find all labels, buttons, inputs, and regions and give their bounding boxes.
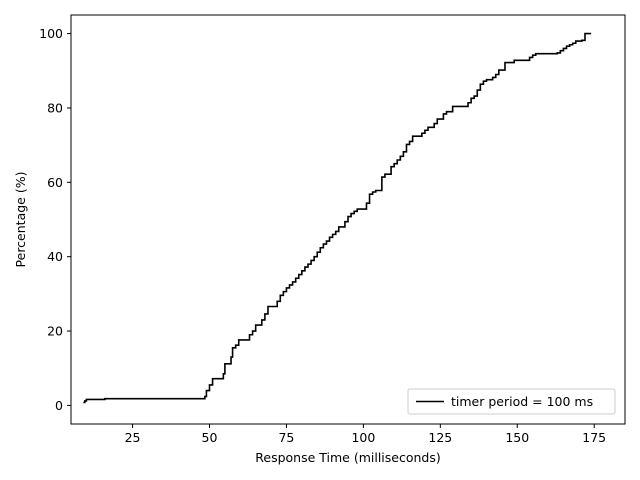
y-tick-label: 0 (55, 398, 63, 413)
y-tick-label: 40 (47, 249, 63, 264)
legend-box (407, 388, 616, 415)
x-tick-label: 150 (505, 430, 529, 445)
axes-frame (70, 14, 626, 425)
y-axis-ticks: 0 20 40 60 80 100 (39, 26, 71, 413)
legend: timer period = 100 ms (407, 388, 616, 415)
x-tick-label: 75 (278, 430, 294, 445)
x-tick-label: 50 (202, 430, 218, 445)
x-tick-label: 125 (428, 430, 452, 445)
x-tick-label: 175 (582, 430, 606, 445)
series-line-0 (83, 32, 592, 404)
y-tick-label: 100 (39, 26, 63, 41)
x-axis-label: Response Time (milliseconds) (255, 450, 441, 465)
legend-label: timer period = 100 ms (451, 394, 593, 409)
x-tick-label: 25 (125, 430, 141, 445)
y-tick-label: 20 (47, 324, 63, 339)
y-tick-label: 80 (47, 100, 63, 115)
x-axis-ticks: 25 50 75 100 125 150 175 (125, 424, 606, 445)
y-axis-label: Percentage (%) (13, 172, 28, 268)
series-layer (83, 32, 592, 404)
x-tick-label: 100 (351, 430, 375, 445)
y-tick-label: 60 (47, 175, 63, 190)
